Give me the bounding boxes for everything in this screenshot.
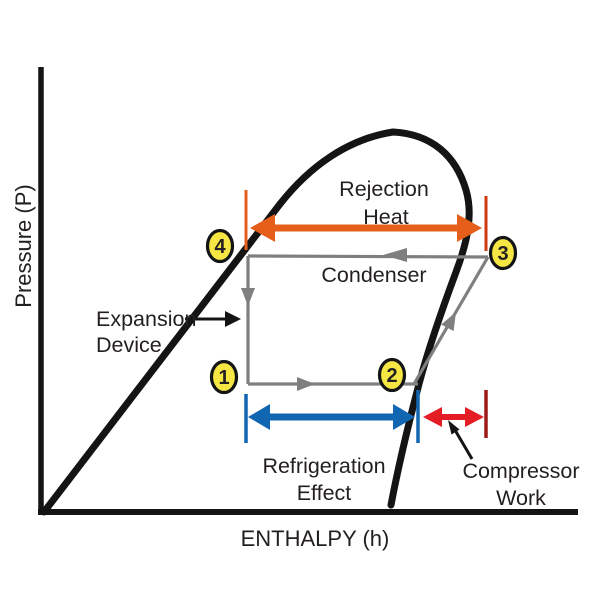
compressor-work-label-line2: Work xyxy=(496,486,546,510)
compressor-pointer-arrowhead xyxy=(448,420,460,435)
evaporator-flow-arrowhead xyxy=(297,377,315,391)
point-4-circle xyxy=(205,228,235,264)
point-1-number: 1 xyxy=(218,367,229,389)
compressor-arrowhead-right xyxy=(465,407,484,427)
heat-rejection-arrowhead-right xyxy=(457,214,482,242)
point-4-number: 4 xyxy=(214,236,226,258)
heat-rejection-arrow xyxy=(250,214,482,242)
point-2-number: 2 xyxy=(386,365,397,387)
point-2-circle xyxy=(377,357,407,393)
expansion-device-pointer xyxy=(185,311,241,327)
refrigeration-arrowhead-left xyxy=(248,404,270,430)
heat-rejection-label-line1: Rejection xyxy=(339,177,429,201)
expansion-pointer-arrowhead xyxy=(225,311,241,327)
x-axis-label: ENTHALPY (h) xyxy=(241,526,390,551)
refrigeration-cycle-lines xyxy=(241,248,490,391)
heat-rejection-arrowhead-left xyxy=(250,214,275,242)
point-4-marker: 4 xyxy=(205,228,235,264)
point-3-circle xyxy=(488,235,518,271)
condenser-flow-arrowhead xyxy=(383,248,407,262)
refrigeration-effect-arrow xyxy=(248,404,415,430)
point-1-marker: 1 xyxy=(209,359,239,395)
refrigeration-effect-label-line2: Effect xyxy=(297,481,352,505)
compressor-work-arrow xyxy=(423,407,484,427)
condenser-line xyxy=(247,254,489,259)
compressor-work-pointer xyxy=(448,420,474,460)
refrigeration-effect-label-line1: Refrigeration xyxy=(262,454,385,478)
point-3-marker: 3 xyxy=(488,235,518,271)
y-axis-label: Pressure (P) xyxy=(11,184,36,307)
expansion-flow-arrowhead xyxy=(241,288,255,306)
expansion-device-label-line2: Device xyxy=(96,333,162,357)
compression-flow-arrowhead xyxy=(441,312,456,331)
expansion-device-label-line1: Expansion xyxy=(96,307,196,331)
compressor-arrowhead-left xyxy=(423,407,442,427)
point-3-number: 3 xyxy=(497,243,508,265)
heat-rejection-label-line2: Heat xyxy=(363,205,408,229)
compressor-work-label-line1: Compressor xyxy=(462,459,579,483)
refrigeration-arrowhead-right xyxy=(393,404,415,430)
condenser-label: Condenser xyxy=(321,263,426,287)
point-2-marker: 2 xyxy=(377,357,407,393)
point-1-circle xyxy=(209,359,239,395)
